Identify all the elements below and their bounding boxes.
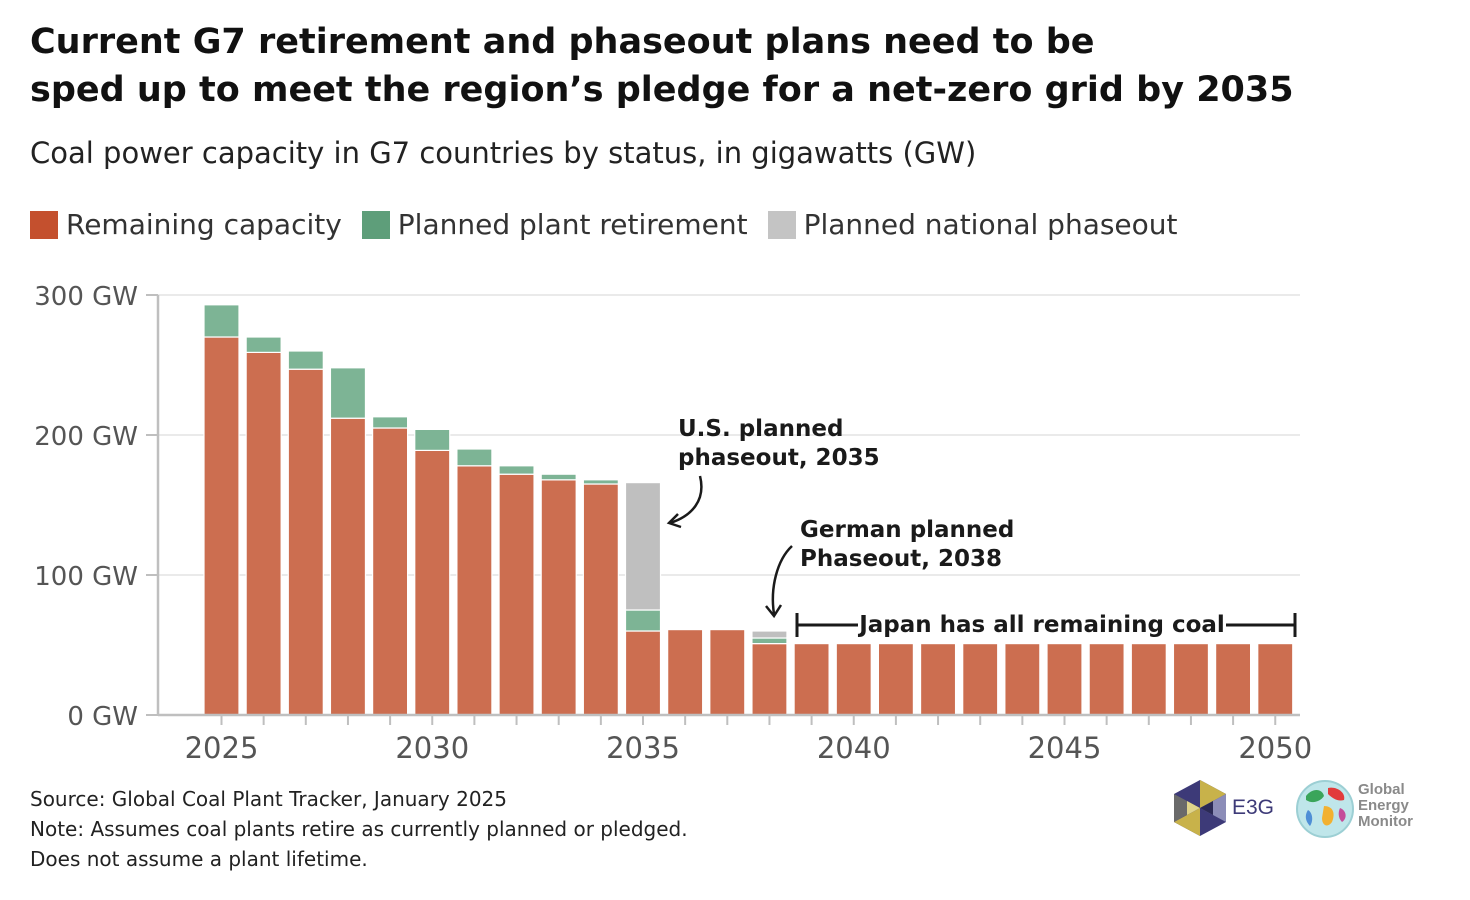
chart-title: Current G7 retirement and phaseout plans… <box>30 18 1330 114</box>
us-annotation-line2: phaseout, 2035 <box>678 445 880 471</box>
e3g-logo-icon <box>1174 780 1226 836</box>
x-tick-label: 2045 <box>1028 731 1102 765</box>
bar-remaining <box>1130 643 1167 716</box>
method-note-line1: Note: Assumes coal plants retire as curr… <box>30 817 688 841</box>
bars <box>203 304 1294 716</box>
bar-retirement <box>414 428 451 451</box>
legend-item-phaseout: Planned national phaseout <box>767 208 1178 241</box>
us-annotation-arrow <box>669 475 703 525</box>
gridlines: 0 GW 100 GW 200 GW 300 GW <box>34 282 1300 732</box>
footer: Source: Global Coal Plant Tracker, Janua… <box>30 784 688 874</box>
germany-annotation-line1: German planned <box>800 517 1014 543</box>
x-tick-label: 2040 <box>817 731 891 765</box>
bar-remaining <box>793 643 830 716</box>
bar-remaining <box>540 479 577 716</box>
bar-phaseout <box>624 482 662 611</box>
bar-retirement <box>287 350 324 370</box>
legend: Remaining capacity Planned plant retirem… <box>30 208 1198 241</box>
y-tick-label: 300 GW <box>34 282 138 312</box>
japan-annotation: Japan has all remaining coal <box>857 612 1225 638</box>
bar-retirement <box>582 479 619 485</box>
bar-remaining <box>582 483 619 716</box>
x-tick-label: 2050 <box>1238 731 1312 765</box>
method-note-line2: Does not assume a plant lifetime. <box>30 847 368 871</box>
us-annotation-line1: U.S. planned <box>678 416 843 442</box>
bar-remaining <box>1046 643 1083 716</box>
y-tick-label: 200 GW <box>34 422 138 452</box>
bar-remaining <box>329 417 367 716</box>
bar-retirement <box>245 336 282 353</box>
legend-swatch-remaining <box>30 210 58 239</box>
chart-subtitle: Coal power capacity in G7 countries by s… <box>30 136 977 170</box>
x-tick-label: 2025 <box>185 731 259 765</box>
bar-remaining <box>1214 643 1252 716</box>
e3g-logo-text: E3G <box>1232 796 1275 819</box>
legend-item-retirement: Planned plant retirement <box>361 208 748 241</box>
bar-retirement <box>372 416 409 429</box>
bar-remaining <box>709 629 746 716</box>
bar-remaining <box>1004 643 1041 716</box>
bar-remaining <box>245 351 282 716</box>
germany-arrow-head <box>765 604 783 619</box>
legend-label-remaining: Remaining capacity <box>66 208 342 241</box>
legend-item-remaining: Remaining capacity <box>30 208 342 241</box>
bar-remaining <box>835 643 872 716</box>
x-tick-label: 2035 <box>606 731 680 765</box>
bar-retirement <box>203 304 240 338</box>
bar-remaining <box>203 336 240 716</box>
japan-bracket <box>795 608 1297 640</box>
y-tick-label: 0 GW <box>67 702 138 732</box>
annotations: U.S. planned phaseout, 2035 German plann… <box>666 416 1297 640</box>
source-note: Source: Global Coal Plant Tracker, Janua… <box>30 787 508 811</box>
bar-remaining <box>372 427 409 716</box>
bar-retirement <box>329 367 367 419</box>
bar-remaining <box>667 629 704 716</box>
y-tick-label: 100 GW <box>34 562 138 592</box>
legend-swatch-phaseout <box>767 210 796 239</box>
bar-retirement <box>456 448 493 467</box>
bar-remaining <box>1088 643 1125 716</box>
legend-swatch-retirement <box>361 210 390 239</box>
title-line-2: sped up to meet the region’s pledge for … <box>30 70 1294 110</box>
bar-remaining <box>498 473 535 716</box>
logos: E3G Global Energy Monitor <box>1170 776 1460 840</box>
bar-remaining <box>877 643 915 716</box>
legend-label-retirement: Planned plant retirement <box>397 208 748 241</box>
bar-retirement <box>751 637 788 645</box>
bar-remaining <box>751 643 788 716</box>
axes: 2025 2030 2035 2040 2045 2050 <box>156 295 1312 765</box>
bar-remaining <box>456 465 493 716</box>
x-tick-label: 2030 <box>395 731 469 765</box>
bar-remaining <box>287 368 324 716</box>
bar-retirement <box>498 465 535 475</box>
gem-globe-icon <box>1296 780 1354 838</box>
germany-annotation-line2: Phaseout, 2038 <box>800 546 1002 572</box>
bar-remaining <box>919 643 957 716</box>
title-line-1: Current G7 retirement and phaseout plans… <box>30 22 1095 62</box>
bar-remaining <box>414 449 451 716</box>
us-arrow-head <box>666 513 682 529</box>
bar-remaining <box>624 630 662 716</box>
germany-annotation-arrow <box>771 545 793 615</box>
bar-retirement <box>624 609 662 632</box>
bar-remaining <box>1172 643 1210 716</box>
bar-remaining <box>1257 643 1294 716</box>
gem-logo-text: Global Energy Monitor <box>1358 781 1413 830</box>
legend-label-phaseout: Planned national phaseout <box>803 208 1178 241</box>
bar-retirement <box>540 473 577 481</box>
bar-remaining <box>962 643 999 716</box>
bar-phaseout <box>751 630 788 639</box>
